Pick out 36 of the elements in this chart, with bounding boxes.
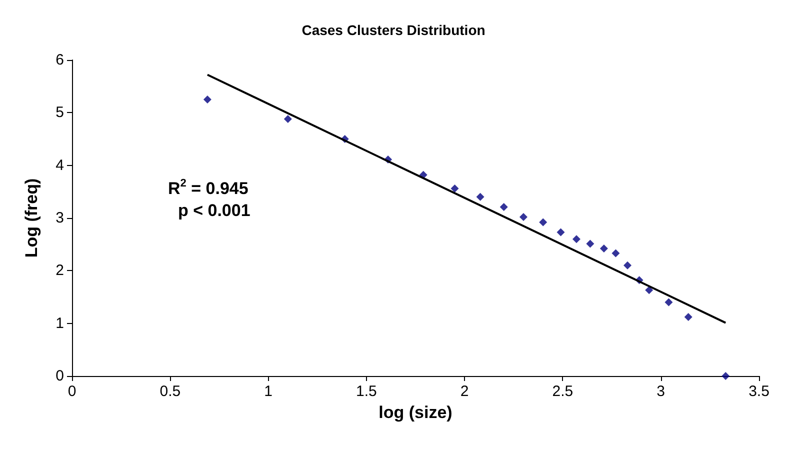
x-tick-label: 1.5 — [356, 383, 377, 400]
point — [556, 228, 565, 236]
y-axis-title: Log (freq) — [22, 178, 41, 258]
chart-title: Cases Clusters Distribution — [302, 22, 486, 38]
point — [519, 212, 528, 221]
y-tick-label: 5 — [56, 104, 64, 122]
point — [500, 202, 508, 211]
y-tick-label: 1 — [56, 314, 64, 332]
point — [684, 313, 692, 322]
point — [623, 261, 632, 270]
y-tick-label: 6 — [56, 52, 64, 68]
y-tick-label: 3 — [56, 210, 64, 226]
point — [664, 298, 673, 306]
point — [572, 235, 580, 244]
x-tick-label: 1 — [264, 383, 272, 400]
point — [612, 249, 620, 258]
x-tick-label: 0.5 — [160, 383, 181, 400]
point — [645, 286, 654, 294]
point — [600, 244, 608, 253]
annotation: p < 0.001 — [178, 201, 250, 220]
point — [284, 114, 292, 123]
point — [476, 192, 484, 201]
point — [450, 184, 459, 193]
point — [722, 372, 730, 380]
y-tick-label: 2 — [56, 262, 64, 280]
x-tick-label: 3.5 — [748, 383, 770, 400]
x-tick-label: 0 — [68, 383, 76, 400]
x-tick-label: 2 — [460, 383, 469, 400]
y-tick-label: 0 — [56, 368, 64, 384]
y-tick-label: 4 — [56, 156, 64, 174]
x-tick-label: 3 — [656, 383, 666, 400]
point — [586, 240, 594, 248]
point — [539, 218, 548, 226]
x-axis-title: log (size) — [378, 402, 452, 422]
point — [203, 96, 212, 104]
x-tick-label: 2.5 — [552, 383, 574, 400]
